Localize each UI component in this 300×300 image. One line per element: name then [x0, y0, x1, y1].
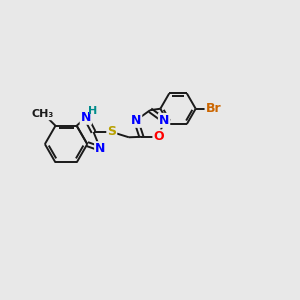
Text: N: N	[159, 114, 169, 127]
Text: CH₃: CH₃	[32, 109, 54, 119]
Text: N: N	[81, 111, 91, 124]
Text: N: N	[95, 142, 106, 155]
Text: S: S	[107, 125, 116, 139]
Text: N: N	[131, 114, 141, 127]
Text: Br: Br	[206, 102, 221, 115]
Text: O: O	[153, 130, 164, 143]
Text: H: H	[88, 106, 97, 116]
